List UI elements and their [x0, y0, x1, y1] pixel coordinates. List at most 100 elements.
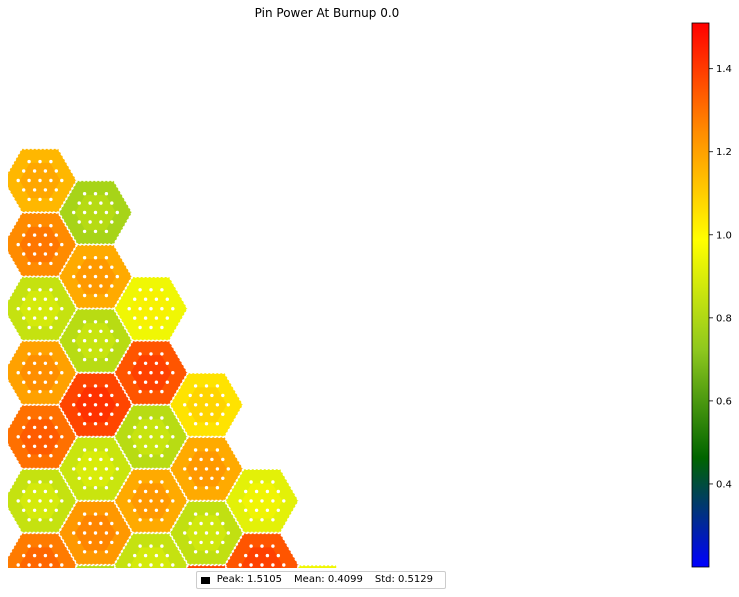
assembly-hex: [8, 212, 78, 277]
fuel-pin-dot: [171, 435, 175, 439]
fuel-pin-dot: [165, 380, 169, 384]
fuel-pin-dot: [93, 229, 98, 234]
fuel-pin-dot: [165, 361, 169, 365]
fuel-pin-dot: [154, 316, 159, 320]
fuel-pin-dot: [16, 178, 20, 183]
fuel-pin-dot: [193, 448, 198, 452]
fuel-pin-dot: [82, 531, 87, 535]
fuel-pin-dot: [127, 307, 131, 311]
fuel-pin-dot: [38, 582, 41, 585]
fuel-pin-dot: [38, 307, 42, 311]
colorbar: [691, 22, 710, 568]
fuel-pin-dot: [43, 169, 48, 173]
fuel-pin-dot: [160, 544, 164, 548]
fuel-pin-dot: [115, 531, 120, 535]
fuel-pin-dot: [104, 531, 109, 535]
fuel-pin-dot: [27, 544, 31, 548]
fuel-pin-dot: [49, 307, 53, 311]
legend-swatch: [201, 576, 210, 584]
fuel-pin-dot: [115, 403, 120, 407]
fuel-pin-dot: [110, 521, 114, 526]
fuel-pin-dot: [104, 512, 109, 516]
fuel-pin-dot: [60, 563, 64, 567]
fuel-pin-dot: [60, 307, 64, 311]
fuel-pin-dot: [138, 454, 142, 458]
fuel-pin-dot: [165, 444, 169, 448]
fuel-pin-dot: [160, 352, 164, 356]
fuel-pin-dot: [260, 480, 264, 484]
fuel-pin-dot: [160, 389, 164, 394]
fuel-pin-dot: [133, 444, 137, 448]
fuel-pin-dot: [27, 197, 31, 202]
fuel-pin-dot: [138, 435, 142, 439]
fuel-pin-dot: [54, 169, 58, 173]
legend: Peak: 1.5105 Mean: 0.4099 Std: 0.5129: [196, 571, 446, 589]
fuel-pin-dot: [204, 531, 209, 535]
fuel-pin-dot: [188, 476, 192, 480]
fuel-pin-dot: [127, 435, 131, 439]
fuel-pin-dot: [43, 188, 48, 192]
fuel-pin-dot: [143, 297, 148, 301]
fuel-pin-dot: [143, 361, 148, 365]
fuel-pin-dot: [49, 563, 53, 567]
fuel-pin-dot: [149, 325, 153, 330]
fuel-pin-dot: [88, 265, 92, 269]
fuel-pin-dot: [193, 512, 198, 516]
fuel-pin-dot: [99, 348, 103, 352]
fuel-pin-dot: [82, 256, 87, 260]
fuel-pin-dot: [215, 384, 220, 388]
fuel-pin-dot: [254, 489, 259, 494]
fuel-pin-dot: [138, 582, 141, 585]
fuel-pin-dot: [43, 316, 48, 320]
fuel-pin-dot: [138, 480, 142, 484]
fuel-pin-dot: [149, 518, 153, 522]
fuel-pin-dot: [60, 435, 64, 439]
fuel-pin-dot: [49, 582, 52, 585]
fuel-pin-dot: [54, 380, 58, 384]
fuel-pin-dot: [54, 425, 58, 430]
fuel-pin-dot: [38, 416, 42, 420]
fuel-pin-dot: [93, 320, 98, 324]
fuel-pin-dot: [27, 518, 31, 522]
fuel-pin-dot: [282, 499, 286, 503]
fuel-pin-dot: [38, 159, 42, 164]
fuel-pin-dot: [54, 508, 58, 512]
fuel-pin-dot: [144, 573, 147, 576]
fuel-pin-dot: [110, 201, 114, 205]
fuel-pin-dot: [99, 540, 103, 545]
fuel-pin-dot: [38, 197, 42, 202]
fuel-pin-dot: [110, 265, 114, 269]
fuel-pin-dot: [93, 256, 98, 260]
fuel-pin-dot: [110, 476, 114, 480]
fuel-pin-dot: [27, 389, 31, 394]
fuel-pin-dot: [82, 550, 87, 554]
fuel-pin-dot: [54, 252, 58, 256]
fuel-pin-dot: [82, 448, 87, 452]
fuel-pin-dot: [93, 512, 98, 516]
fuel-pin-dot: [22, 316, 26, 320]
fuel-pin-dot: [160, 371, 164, 375]
fuel-pin-dot: [149, 544, 153, 548]
fuel-pin-dot: [199, 476, 203, 480]
fuel-pin-dot: [265, 553, 270, 558]
fuel-pin-dot: [193, 550, 198, 554]
fuel-pin-dot: [143, 489, 148, 494]
fuel-pin-dot: [32, 188, 37, 192]
fuel-pin-dot: [149, 371, 153, 375]
fuel-pin-dot: [204, 384, 209, 388]
fuel-pin-dot: [38, 224, 42, 228]
fuel-pin-dot: [210, 457, 214, 462]
fuel-pin-dot: [32, 553, 37, 558]
fuel-pin-dot: [32, 425, 37, 430]
fuel-pin-dot: [78, 586, 81, 589]
fuel-pin-dot: [104, 448, 109, 452]
fuel-pin-dot: [160, 518, 164, 522]
fuel-pin-dot: [99, 284, 103, 288]
fuel-pin-dot: [82, 339, 87, 343]
fuel-pin-dot: [188, 540, 192, 545]
fuel-pin-dot: [38, 178, 42, 183]
fuel-pin-dot: [22, 444, 26, 448]
fuel-pin-dot: [204, 486, 209, 490]
fuel-pin-dot: [133, 489, 137, 494]
fuel-pin-dot: [49, 416, 53, 420]
